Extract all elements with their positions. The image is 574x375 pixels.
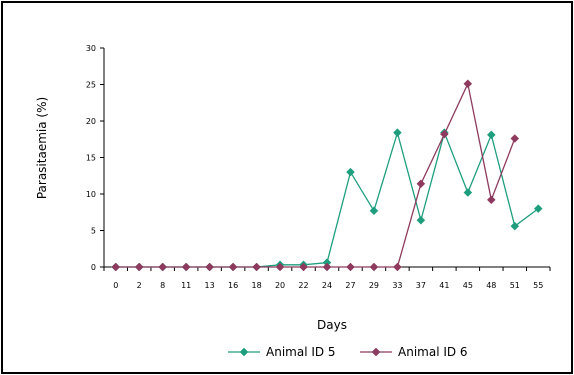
data-point-marker [346, 167, 355, 177]
data-point-marker [228, 262, 238, 272]
x-axis-label: Days [317, 318, 347, 332]
data-point-marker [510, 134, 520, 143]
series-line [115, 81, 516, 268]
data-point-marker [463, 188, 473, 197]
data-point-marker [322, 262, 332, 272]
data-point-marker [111, 262, 121, 272]
x-tick-label: 37 [416, 281, 426, 290]
data-point-marker [252, 262, 261, 272]
x-tick-label: 45 [463, 281, 473, 290]
data-point-marker [463, 79, 473, 89]
data-point-marker [533, 204, 543, 213]
data-point-marker [486, 130, 496, 140]
legend-label: Animal ID 6 [398, 345, 468, 359]
y-tick-label: 5 [91, 227, 96, 236]
y-tick-label: 20 [86, 117, 96, 126]
data-point-marker [369, 262, 379, 272]
x-tick-label: 22 [298, 281, 308, 290]
x-tick-label: 27 [345, 281, 355, 290]
x-tick-label: 51 [510, 281, 520, 290]
data-point-marker [416, 179, 426, 189]
x-tick-label: 8 [160, 281, 165, 290]
x-tick-label: 2 [137, 281, 142, 290]
x-tick-label: 16 [228, 281, 238, 290]
x-tick-label: 24 [322, 281, 332, 290]
data-point-marker [158, 262, 168, 272]
legend-item: Animal ID 5 [228, 345, 336, 359]
y-tick-label: 0 [91, 263, 96, 272]
x-tick-label: 11 [181, 281, 191, 290]
data-point-marker [486, 195, 496, 205]
x-tick-label: 33 [392, 281, 402, 290]
x-tick-label: 18 [251, 281, 261, 290]
legend-marker [371, 347, 381, 357]
x-tick-label: 55 [533, 281, 543, 290]
x-tick-label: 48 [486, 281, 496, 290]
data-point-marker [440, 129, 449, 139]
data-point-marker [346, 262, 355, 272]
y-tick-label: 25 [86, 81, 96, 90]
x-tick-label: 20 [275, 281, 285, 290]
legend-label: Animal ID 5 [266, 345, 336, 359]
y-axis-label: Parasitaemia (%) [35, 97, 49, 199]
legend-marker [239, 347, 249, 357]
data-point-marker [369, 206, 379, 216]
y-tick-label: 10 [86, 190, 96, 199]
data-point-marker [393, 262, 402, 272]
data-point-marker [181, 262, 191, 272]
data-point-marker [134, 262, 144, 272]
series-2 [111, 79, 520, 272]
x-tick-label: 0 [113, 281, 118, 290]
series-layer [111, 79, 543, 272]
x-tick-label: 41 [439, 281, 449, 290]
series-1 [111, 128, 543, 272]
y-tick-label: 30 [86, 44, 96, 53]
data-point-marker [393, 128, 402, 138]
data-point-marker [510, 221, 520, 231]
data-point-marker [205, 262, 214, 272]
data-point-marker [299, 262, 308, 272]
data-point-marker [275, 262, 285, 272]
y-tick-label: 15 [86, 154, 96, 163]
legend: Animal ID 5 Animal ID 6 [228, 345, 468, 359]
legend-item: Animal ID 6 [360, 345, 468, 359]
ticks: 0 5 10 15 20 25 30 0 2 8 11 13 16 18 20 22 24 27 29 33 37 41 4… [86, 44, 551, 290]
x-tick-label: 29 [369, 281, 379, 290]
x-tick-label: 13 [205, 281, 215, 290]
data-point-marker [416, 215, 426, 225]
series-line [115, 130, 539, 268]
